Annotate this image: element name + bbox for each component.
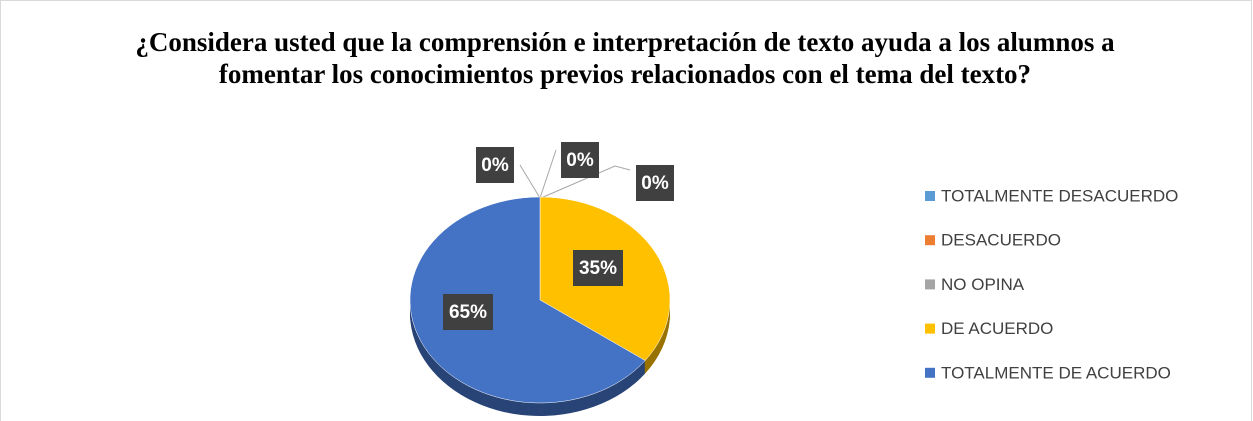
legend-label: TOTALMENTE DE ACUERDO xyxy=(941,363,1171,382)
legend-swatch xyxy=(925,367,935,378)
data-label: 65% xyxy=(449,302,487,323)
data-label: 0% xyxy=(481,155,509,176)
leader-lines xyxy=(519,149,631,199)
data-label: 35% xyxy=(579,258,617,279)
legend-label: TOTALMENTE DESACUERDO xyxy=(941,186,1178,205)
data-label-box xyxy=(636,165,674,201)
legend-swatch xyxy=(925,323,935,334)
legend-label: NO OPINA xyxy=(941,275,1025,294)
leader-line xyxy=(519,164,541,199)
pie-slice xyxy=(409,196,646,404)
legend-swatch xyxy=(925,279,935,290)
data-label: 0% xyxy=(641,173,669,194)
legend-swatch xyxy=(925,235,935,246)
data-label-box xyxy=(476,147,514,183)
data-label-box xyxy=(561,142,599,178)
legend-label: DE ACUERDO xyxy=(941,319,1053,338)
legend-label: DESACUERDO xyxy=(941,231,1061,250)
legend-swatch xyxy=(925,191,935,201)
leader-line xyxy=(539,149,557,199)
data-label: 0% xyxy=(566,150,594,171)
leader-line xyxy=(540,165,631,199)
chart-title: ¿Considera usted que la comprensión e in… xyxy=(135,27,1115,89)
data-label-box xyxy=(443,294,493,330)
data-label-box xyxy=(573,250,623,286)
